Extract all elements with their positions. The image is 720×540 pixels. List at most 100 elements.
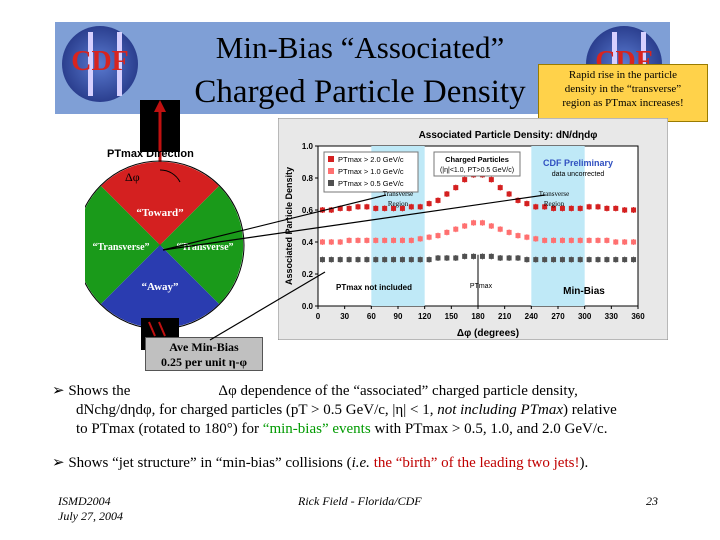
data-point bbox=[568, 205, 574, 211]
data-point bbox=[399, 257, 405, 263]
data-point bbox=[559, 205, 565, 211]
data-point bbox=[417, 236, 423, 242]
data-point bbox=[622, 257, 628, 263]
data-point bbox=[328, 257, 334, 263]
callout-line: density in the “transverse” bbox=[564, 83, 682, 95]
data-point bbox=[515, 233, 521, 239]
legend-marker bbox=[328, 156, 334, 162]
transverse-region-right-label: Region bbox=[544, 200, 565, 208]
slide-title-line2: Charged Particle Density bbox=[194, 74, 526, 110]
legend-marker bbox=[328, 180, 334, 186]
charged-particles-box: Charged Particles (|η|<1.0, PT>0.5 GeV/c… bbox=[433, 151, 521, 177]
dphi-label: Δφ bbox=[125, 170, 140, 184]
data-point bbox=[373, 237, 379, 243]
data-point bbox=[364, 204, 370, 210]
data-point bbox=[453, 226, 459, 232]
data-point bbox=[604, 205, 610, 211]
x-tick-label: 0 bbox=[316, 312, 321, 321]
data-point bbox=[426, 201, 432, 207]
data-point bbox=[533, 257, 539, 263]
data-point bbox=[568, 237, 574, 243]
data-point bbox=[355, 237, 361, 243]
data-point bbox=[435, 197, 441, 203]
data-point bbox=[497, 185, 503, 191]
ave-box-line: 0.25 per unit η-φ bbox=[160, 355, 248, 369]
y-tick-label: 0.4 bbox=[302, 238, 314, 247]
callout-line: Rapid rise in the particle bbox=[568, 69, 678, 81]
ptmax-arrow-head-icon bbox=[154, 100, 166, 112]
data-point bbox=[479, 220, 485, 226]
transverse-region-left-label: Region bbox=[388, 200, 409, 208]
dphi-arc-icon bbox=[159, 169, 181, 183]
region-diagram: “Toward” “Transverse” “Transverse” “Away… bbox=[85, 100, 245, 350]
ptmax-marker-label: PTmax bbox=[470, 283, 493, 290]
data-point bbox=[488, 177, 494, 183]
data-point bbox=[355, 204, 361, 210]
legend-entry: PTmax > 1.0 GeV/c bbox=[338, 167, 404, 176]
data-point bbox=[488, 223, 494, 229]
data-point bbox=[399, 237, 405, 243]
data-point bbox=[444, 255, 450, 261]
x-tick-label: 270 bbox=[551, 312, 565, 321]
data-point bbox=[471, 253, 477, 259]
away-jet-tick bbox=[148, 321, 156, 337]
y-tick-label: 0.0 bbox=[302, 302, 314, 311]
data-point bbox=[488, 253, 494, 259]
data-point bbox=[559, 237, 565, 243]
callout-note: Rapid rise in the particle density in th… bbox=[538, 64, 708, 122]
legend-entry: PTmax > 2.0 GeV/c bbox=[338, 155, 404, 164]
data-point bbox=[533, 236, 539, 242]
data-point bbox=[506, 229, 512, 235]
data-point bbox=[337, 205, 343, 211]
y-tick-label: 0.8 bbox=[302, 174, 314, 183]
data-point bbox=[595, 257, 601, 263]
data-point bbox=[524, 201, 530, 207]
transverse-band bbox=[531, 146, 585, 306]
data-point bbox=[604, 237, 610, 243]
data-point bbox=[337, 257, 343, 263]
footer-page-number: 23 bbox=[646, 494, 658, 508]
x-tick-label: 30 bbox=[340, 312, 349, 321]
data-point bbox=[551, 205, 557, 211]
data-point bbox=[453, 255, 459, 261]
legend-box bbox=[323, 151, 419, 193]
y-axis-label: Associated Particle Density bbox=[284, 167, 294, 285]
data-point bbox=[355, 257, 361, 263]
data-point bbox=[577, 237, 583, 243]
uncorrected-label: data uncorrected bbox=[552, 171, 605, 178]
y-tick-label: 0.6 bbox=[302, 206, 314, 215]
data-point bbox=[391, 237, 397, 243]
data-point bbox=[604, 257, 610, 263]
x-tick-label: 150 bbox=[445, 312, 459, 321]
data-point bbox=[417, 204, 423, 210]
data-point bbox=[568, 257, 574, 263]
data-point bbox=[435, 255, 441, 261]
data-point bbox=[506, 191, 512, 197]
data-point bbox=[497, 255, 503, 261]
x-tick-label: 90 bbox=[394, 312, 403, 321]
data-point bbox=[435, 233, 441, 239]
data-point bbox=[613, 257, 619, 263]
data-point bbox=[542, 237, 548, 243]
data-point bbox=[328, 239, 334, 245]
x-tick-label: 300 bbox=[578, 312, 592, 321]
legend-entry: PTmax > 0.5 GeV/c bbox=[338, 179, 404, 188]
y-tick-label: 0.2 bbox=[302, 270, 314, 279]
data-point bbox=[462, 223, 468, 229]
chart-title: Associated Particle Density: dN/dηdφ bbox=[419, 130, 598, 141]
away-label: “Away” bbox=[141, 281, 178, 293]
data-point bbox=[542, 257, 548, 263]
data-point bbox=[373, 205, 379, 211]
data-point bbox=[515, 255, 521, 261]
min-bias-label: Min-Bias bbox=[563, 286, 605, 297]
data-point bbox=[479, 253, 485, 259]
legend-marker bbox=[328, 168, 334, 174]
slide-title-line1: Min-Bias “Associated” bbox=[215, 30, 505, 65]
data-point bbox=[622, 207, 628, 213]
density-chart: 0 30 60 90 120 150 180 210 240 270 300 330 360 0.0 0.2… bbox=[278, 118, 668, 340]
footer-center: Rick Field - Florida/CDF bbox=[298, 494, 422, 508]
data-point bbox=[533, 204, 539, 210]
bullet-arrow-icon: ➢ bbox=[52, 455, 69, 471]
x-tick-label: 240 bbox=[525, 312, 539, 321]
data-point bbox=[524, 234, 530, 240]
